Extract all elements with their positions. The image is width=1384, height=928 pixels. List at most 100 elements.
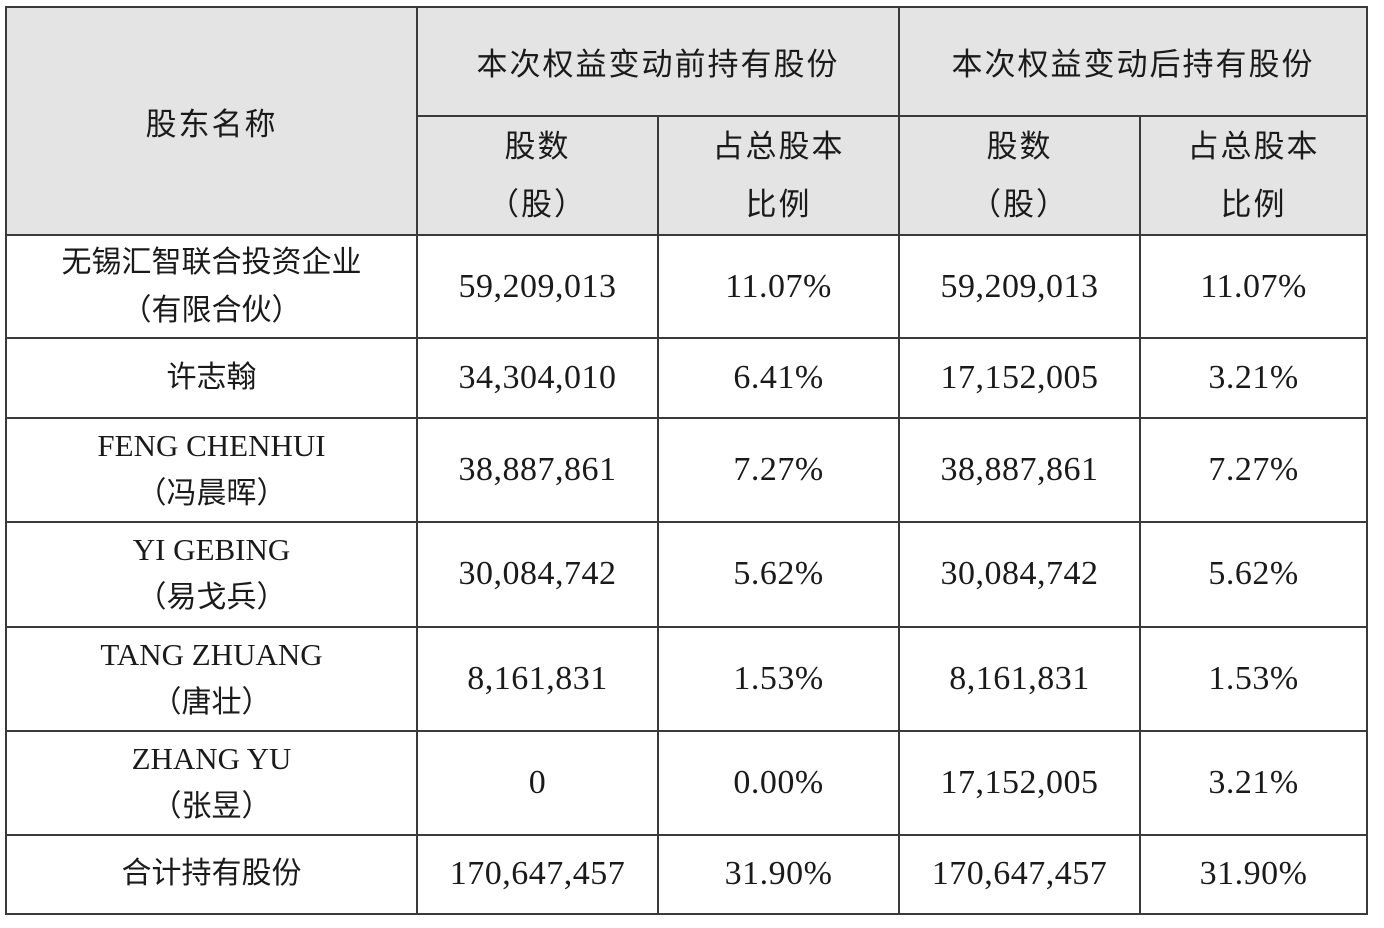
shareholder-name-cell: FENG CHENHUI （冯晨晖） (5, 417, 418, 524)
table-row: 许志翰 34,304,010 6.41% 17,152,005 3.21% (5, 337, 1368, 420)
shareholder-name-note: （易戈兵） (136, 580, 287, 616)
header-before-ratio: 占总股本 比例 (657, 115, 900, 236)
before-ratio-cell: 11.07% (657, 233, 900, 340)
shareholding-table-container: 股东名称 本次权益变动前持有股份 本次权益变动后持有股份 股数 （股） 占总股本… (5, 6, 1368, 916)
before-shares-value: 0 (528, 763, 547, 801)
total-label-cell: 合计持有股份 (5, 833, 418, 916)
total-row: 合计持有股份 170,647,457 31.90% 170,647,457 31… (5, 833, 1368, 916)
after-ratio-cell: 7.27% (1139, 417, 1368, 524)
shareholder-name-note: （唐壮） (151, 684, 272, 720)
after-ratio-value: 11.07% (1200, 267, 1307, 305)
header-ratio-label: 占总股本 (1187, 128, 1320, 165)
after-ratio-value: 5.62% (1208, 555, 1299, 593)
before-ratio-value: 0.00% (733, 763, 824, 801)
shareholder-name-note: （张昱） (151, 788, 272, 824)
before-shares-cell: 38,887,861 (416, 417, 659, 524)
before-shares-cell: 0 (416, 729, 659, 836)
before-shares-value: 34,304,010 (458, 359, 617, 397)
shareholder-name-note: （冯晨晖） (136, 476, 287, 512)
before-ratio-cell: 6.41% (657, 337, 900, 420)
total-label: 合计持有股份 (121, 856, 302, 892)
before-ratio-value: 11.07% (725, 267, 832, 305)
after-ratio-value: 7.27% (1208, 451, 1299, 489)
total-before-shares-cell: 170,647,457 (416, 833, 659, 916)
before-shares-value: 59,209,013 (458, 267, 617, 305)
total-after-shares-cell: 170,647,457 (898, 833, 1141, 916)
total-before-ratio-value: 31.90% (724, 855, 833, 893)
shareholder-name-cell: 许志翰 (5, 337, 418, 420)
before-ratio-cell: 7.27% (657, 417, 900, 524)
shareholder-name-note: （有限合伙） (121, 292, 302, 328)
header-shares-label: 股数 (986, 128, 1053, 165)
total-after-ratio-cell: 31.90% (1139, 833, 1368, 916)
table-row: 无锡汇智联合投资企业 （有限合伙） 59,209,013 11.07% 59,2… (5, 233, 1368, 340)
after-ratio-cell: 3.21% (1139, 337, 1368, 420)
before-ratio-cell: 0.00% (657, 729, 900, 836)
before-shares-cell: 59,209,013 (416, 233, 659, 340)
after-shares-value: 30,084,742 (940, 555, 1099, 593)
after-shares-cell: 8,161,831 (898, 625, 1141, 732)
header-ratio-label-2: 比例 (1220, 186, 1287, 223)
header-after-change: 本次权益变动后持有股份 (898, 6, 1368, 117)
before-ratio-value: 5.62% (733, 555, 824, 593)
shareholder-name-cell: ZHANG YU （张昱） (5, 729, 418, 836)
before-ratio-value: 6.41% (733, 359, 824, 397)
header-shares-unit: （股） (488, 186, 587, 223)
after-ratio-cell: 11.07% (1139, 233, 1368, 340)
header-before-change: 本次权益变动前持有股份 (416, 6, 900, 117)
after-shares-cell: 38,887,861 (898, 417, 1141, 524)
shareholder-name-cell: YI GEBING （易戈兵） (5, 521, 418, 628)
shareholder-name: YI GEBING (132, 532, 291, 568)
total-before-shares-value: 170,647,457 (449, 855, 626, 893)
after-shares-value: 8,161,831 (949, 659, 1090, 697)
after-ratio-cell: 5.62% (1139, 521, 1368, 628)
after-ratio-cell: 1.53% (1139, 625, 1368, 732)
before-ratio-value: 1.53% (733, 659, 824, 697)
after-shares-cell: 17,152,005 (898, 729, 1141, 836)
after-ratio-value: 3.21% (1208, 763, 1299, 801)
header-shareholder-name: 股东名称 (5, 6, 418, 236)
after-shares-value: 17,152,005 (940, 359, 1099, 397)
header-after-ratio: 占总股本 比例 (1139, 115, 1368, 236)
shareholder-name-cell: 无锡汇智联合投资企业 （有限合伙） (5, 233, 418, 340)
shareholding-change-table: 股东名称 本次权益变动前持有股份 本次权益变动后持有股份 股数 （股） 占总股本… (5, 6, 1368, 916)
table-row: FENG CHENHUI （冯晨晖） 38,887,861 7.27% 38,8… (5, 417, 1368, 524)
before-shares-cell: 34,304,010 (416, 337, 659, 420)
header-row-top: 股东名称 本次权益变动前持有股份 本次权益变动后持有股份 (5, 6, 1368, 236)
after-shares-value: 38,887,861 (940, 451, 1099, 489)
after-shares-cell: 30,084,742 (898, 521, 1141, 628)
before-ratio-cell: 1.53% (657, 625, 900, 732)
table-row: YI GEBING （易戈兵） 30,084,742 5.62% 30,084,… (5, 521, 1368, 628)
header-before-shares: 股数 （股） (416, 115, 659, 236)
after-shares-cell: 17,152,005 (898, 337, 1141, 420)
header-shares-label: 股数 (504, 128, 571, 165)
total-after-ratio-value: 31.90% (1199, 855, 1308, 893)
before-shares-cell: 8,161,831 (416, 625, 659, 732)
header-after-shares: 股数 （股） (898, 115, 1141, 236)
after-shares-cell: 59,209,013 (898, 233, 1141, 340)
shareholder-name-cell: TANG ZHUANG （唐壮） (5, 625, 418, 732)
shareholder-name: 无锡汇智联合投资企业 (61, 244, 362, 280)
table-row: ZHANG YU （张昱） 0 0.00% 17,152,005 3.21% (5, 729, 1368, 836)
after-shares-value: 17,152,005 (940, 763, 1099, 801)
shareholder-name: FENG CHENHUI (97, 428, 326, 464)
shareholder-name: ZHANG YU (131, 740, 292, 776)
before-ratio-value: 7.27% (733, 451, 824, 489)
total-after-shares-value: 170,647,457 (931, 855, 1108, 893)
header-shares-unit: （股） (970, 186, 1069, 223)
header-ratio-label: 占总股本 (712, 128, 845, 165)
shareholder-name: 许志翰 (166, 360, 257, 396)
after-ratio-value: 1.53% (1208, 659, 1299, 697)
header-ratio-label-2: 比例 (745, 186, 812, 223)
before-shares-value: 8,161,831 (467, 659, 608, 697)
after-ratio-value: 3.21% (1208, 359, 1299, 397)
table-row: TANG ZHUANG （唐壮） 8,161,831 1.53% 8,161,8… (5, 625, 1368, 732)
header-row-sub: 股数 （股） 占总股本 比例 股数 （股） 占总股本 比例 (6, 115, 1368, 236)
before-ratio-cell: 5.62% (657, 521, 900, 628)
shareholder-name: TANG ZHUANG (100, 636, 323, 672)
before-shares-cell: 30,084,742 (416, 521, 659, 628)
before-shares-value: 38,887,861 (458, 451, 617, 489)
after-shares-value: 59,209,013 (940, 267, 1099, 305)
total-before-ratio-cell: 31.90% (657, 833, 900, 916)
after-ratio-cell: 3.21% (1139, 729, 1368, 836)
